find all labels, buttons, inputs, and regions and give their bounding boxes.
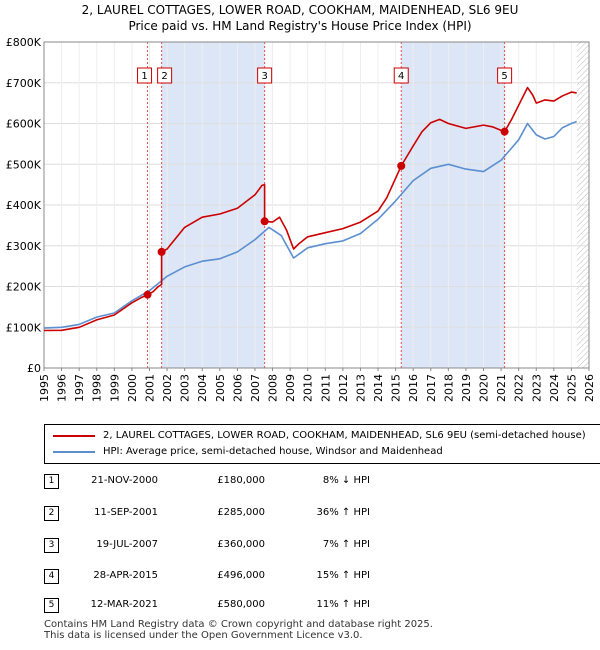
- chart-title: 2, LAUREL COTTAGES, LOWER ROAD, COOKHAM,…: [81, 3, 519, 17]
- x-tick-label: 2009: [284, 374, 297, 402]
- y-tick-label: £0: [27, 362, 41, 375]
- sale-hpi-diff: 8% ↓ HPI: [322, 475, 370, 486]
- x-tick-label: 2021: [495, 374, 508, 402]
- table-row: 1 21-NOV-2000 £180,000 8% ↓ HPI: [0, 471, 600, 491]
- sale-date: 12-MAR-2021: [90, 599, 158, 610]
- sale-marker-number: 4: [44, 569, 59, 584]
- sale-label-number: 3: [261, 71, 267, 82]
- sale-label-box: 5: [497, 67, 513, 84]
- x-tick-label: 2007: [249, 374, 262, 402]
- legend-swatch-hpi: [53, 451, 95, 453]
- sale-label-number: 1: [141, 71, 147, 82]
- legend: 2, LAUREL COTTAGES, LOWER ROAD, COOKHAM,…: [44, 424, 600, 464]
- sale-label-number: 4: [398, 71, 404, 82]
- table-row: 3 19-JUL-2007 £360,000 7% ↑ HPI: [0, 535, 600, 555]
- property-series-line: [43, 86, 577, 332]
- sale-date: 21-NOV-2000: [91, 475, 158, 486]
- footer-licence: This data is licensed under the Open Gov…: [44, 630, 363, 641]
- sale-label-frame: [497, 67, 513, 84]
- x-tick-label: 2016: [407, 374, 420, 402]
- table-row: 2 11-SEP-2001 £285,000 36% ↑ HPI: [0, 503, 600, 523]
- y-tick-label: £800K: [6, 36, 42, 49]
- sale-price: £285,000: [217, 507, 265, 518]
- x-tick-label: 2024: [548, 374, 561, 402]
- sale-marker-number: 1: [44, 474, 59, 489]
- sale-point: [260, 217, 269, 226]
- x-tick-label: 2019: [460, 374, 473, 402]
- legend-swatch-property: [53, 435, 95, 437]
- y-tick-label: £100K: [6, 321, 42, 334]
- sale-hpi-diff: 36% ↑ HPI: [316, 507, 370, 518]
- x-tick-label: 1996: [56, 374, 69, 402]
- sale-hpi-diff: 7% ↑ HPI: [322, 539, 370, 550]
- x-tick-label: 1999: [108, 374, 121, 402]
- x-tick-label: 2026: [583, 374, 596, 402]
- price-chart: 1 2 3 4 5 £0 £100K £200K £300K £400K £500K £600K £70…: [6, 36, 596, 402]
- x-tick-label: 2004: [196, 374, 209, 402]
- x-tick-label: 2001: [143, 374, 156, 402]
- x-tick-label: 2003: [179, 374, 192, 402]
- x-tick-label: 2022: [513, 374, 526, 402]
- x-tick-label: 2025: [565, 374, 578, 402]
- plot-frame: [43, 41, 590, 369]
- sale-date: 11-SEP-2001: [94, 507, 158, 518]
- sale-date: 28-APR-2015: [93, 570, 158, 581]
- x-tick-label: 2006: [231, 374, 244, 402]
- sale-label-frame: [157, 67, 173, 84]
- sale-marker-number: 2: [44, 506, 59, 521]
- legend-label-hpi: HPI: Average price, semi-detached house,…: [103, 446, 443, 457]
- chart-subtitle: Price paid vs. HM Land Registry's House …: [128, 19, 472, 33]
- sale-date: 19-JUL-2007: [96, 539, 158, 550]
- table-row: 5 12-MAR-2021 £580,000 11% ↑ HPI: [0, 595, 600, 615]
- sale-price: £496,000: [217, 570, 265, 581]
- sale-label-box: 4: [393, 67, 409, 84]
- x-tick-label: 1995: [38, 374, 51, 402]
- x-tick-label: 1997: [73, 374, 86, 402]
- sale-label-number: 2: [161, 71, 167, 82]
- x-tick-label: 2000: [126, 374, 139, 402]
- y-tick-label: £200K: [6, 281, 42, 294]
- x-tick-label: 2018: [442, 374, 455, 402]
- x-tick-label: 2005: [214, 374, 227, 402]
- y-tick-label: £300K: [6, 240, 42, 253]
- y-tick-label: £700K: [6, 77, 42, 90]
- x-tick-label: 2023: [530, 374, 543, 402]
- sale-point: [143, 290, 152, 299]
- x-tick-label: 2013: [354, 374, 367, 402]
- sale-label-frame: [137, 67, 153, 84]
- x-tick-label: 2010: [302, 374, 315, 402]
- x-tick-label: 2002: [161, 374, 174, 402]
- footer: Contains HM Land Registry data © Crown c…: [44, 619, 433, 641]
- footer-copyright: Contains HM Land Registry data © Crown c…: [44, 619, 433, 630]
- y-tick-label: £600K: [6, 118, 42, 131]
- sale-marker-number: 3: [44, 538, 59, 553]
- sale-price: £360,000: [217, 539, 265, 550]
- sale-price: £180,000: [217, 475, 265, 486]
- sale-label-frame: [257, 67, 273, 84]
- sale-point: [500, 127, 509, 136]
- sale-point: [157, 247, 166, 256]
- sale-marker-number: 5: [44, 598, 59, 613]
- y-tick-label: £500K: [6, 158, 42, 171]
- y-tick-label: £400K: [6, 199, 42, 212]
- legend-label-property: 2, LAUREL COTTAGES, LOWER ROAD, COOKHAM,…: [103, 430, 586, 441]
- sale-label-frame: [393, 67, 409, 84]
- sale-label-box: 1: [137, 67, 153, 84]
- sale-point: [397, 161, 406, 170]
- sale-label-box: 3: [257, 67, 273, 84]
- sale-hpi-diff: 11% ↑ HPI: [316, 599, 370, 610]
- sale-hpi-diff: 15% ↑ HPI: [316, 570, 370, 581]
- x-tick-label: 1998: [91, 374, 104, 402]
- x-tick-label: 2020: [478, 374, 491, 402]
- x-tick-label: 2011: [319, 374, 332, 402]
- x-tick-label: 2014: [372, 374, 385, 402]
- sale-price: £580,000: [217, 599, 265, 610]
- x-tick-label: 2015: [390, 374, 403, 402]
- x-tick-label: 2017: [425, 374, 438, 402]
- x-tick-label: 2008: [267, 374, 280, 402]
- sale-label-box: 2: [157, 67, 173, 84]
- table-row: 4 28-APR-2015 £496,000 15% ↑ HPI: [0, 566, 600, 586]
- x-tick-label: 2012: [337, 374, 350, 402]
- sale-label-number: 5: [501, 71, 507, 82]
